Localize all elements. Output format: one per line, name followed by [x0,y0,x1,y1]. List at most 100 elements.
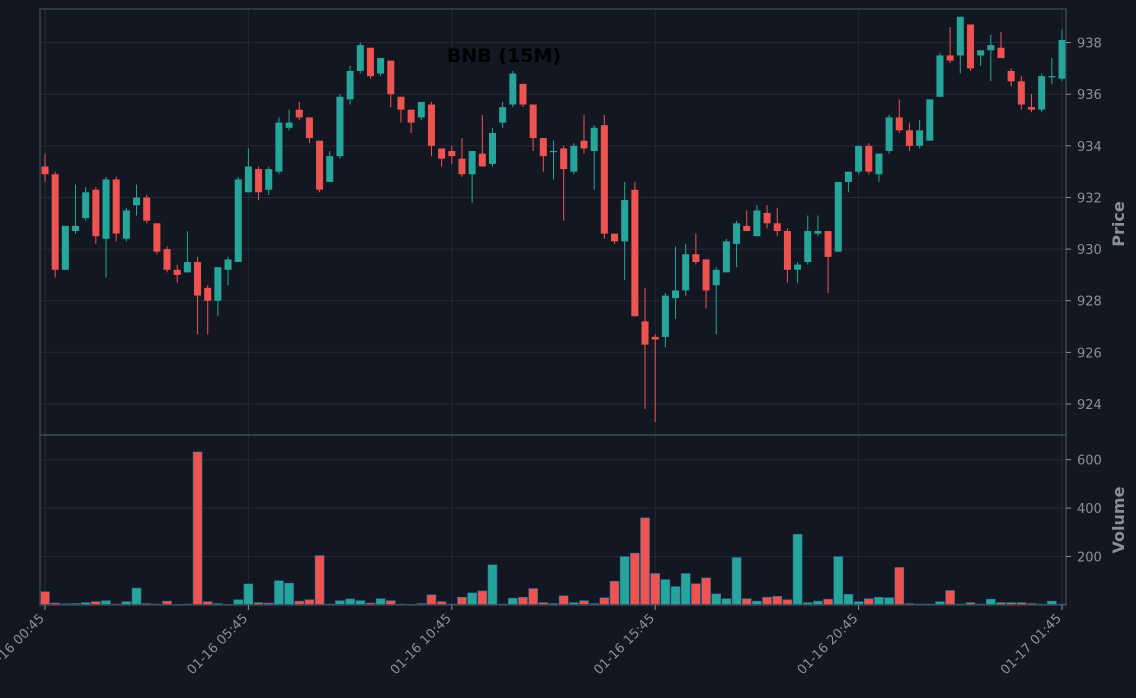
volume-bar [192,451,203,606]
candle [417,101,425,121]
volume-bar [843,594,854,606]
candle [1027,94,1035,113]
candle-body [82,192,90,219]
candle [51,171,59,278]
candle [804,215,812,265]
candle-body [905,130,913,146]
candle-body [855,145,863,172]
candle [743,210,751,232]
candle-body [478,153,486,167]
candle-body [427,104,435,146]
candle-body [519,83,527,105]
candle [72,184,80,234]
candle [468,151,476,203]
candle-body [397,96,405,110]
volume-bar [274,580,284,606]
candle [895,99,903,133]
candle-body [1027,107,1035,110]
candle [295,101,303,121]
candle [997,32,1005,59]
candle [194,256,202,335]
candle-body [783,231,791,270]
volume-bar [314,555,325,606]
candle [539,138,547,172]
candle [763,205,771,229]
candle-body [224,259,232,270]
candle-body [682,254,690,291]
candle [234,176,242,263]
volume-bar [477,590,488,606]
candle [885,114,893,154]
candle-body [722,241,730,273]
volume-bar [823,598,833,606]
candle [427,101,435,157]
candle-body [122,210,130,239]
candle [550,140,557,180]
candle [285,109,293,131]
price-axis: 924 926 928 930 932 934 936 938 [1066,37,1102,413]
volume-bar [986,598,996,606]
volume-bar [660,579,671,606]
candle [570,143,578,175]
candle [275,117,283,175]
candle-body [488,132,496,164]
volume-bar [680,573,691,606]
volume-axis-label: Volume [1109,486,1128,553]
volume-panel-border [39,434,1067,606]
candle-body [661,295,669,337]
candle-body [214,267,222,301]
candle [122,207,130,242]
candle-body [51,174,59,270]
candle [926,99,934,141]
candle-body [1048,76,1056,78]
candle-body [672,290,680,299]
candle [977,50,985,66]
candle-body [834,181,842,252]
candle [133,184,141,216]
candle-body [804,231,812,263]
candle [387,60,395,108]
candle-body [234,179,242,263]
candle [438,148,446,167]
candle-body [570,145,578,172]
candle-body [753,210,761,237]
candle [631,181,639,317]
candle [855,145,863,175]
price-candles [41,16,1066,423]
candle-body [916,130,924,146]
candle-body [336,96,344,157]
candle [956,16,964,74]
candle [916,120,924,149]
volume-bar [304,599,315,606]
candle [773,207,781,237]
candle [153,223,161,255]
candle [377,58,385,77]
candle [102,176,110,278]
price-tick-label: 926 [1077,346,1102,361]
volume-bar [741,598,752,606]
candle-body [539,138,547,157]
candle-body [92,189,100,237]
candle [936,52,944,97]
candle-body [580,140,588,149]
candle-body [560,148,568,170]
candle-body [153,223,161,252]
candle-body [509,73,517,105]
volume-bar [762,596,772,606]
candle-body [346,70,354,100]
candle [407,109,415,133]
candle [1058,29,1066,82]
candle-body [204,287,212,301]
volume-bar [874,596,884,606]
price-tick-label: 938 [1077,37,1102,52]
candle-body [244,166,252,193]
candle-body [356,45,364,71]
volume-bar [558,595,569,606]
candle-body [885,117,893,151]
volume-bar [945,590,955,606]
candle-body [1017,81,1025,105]
candle [794,262,802,283]
volume-bar [40,591,50,606]
candle [672,246,680,319]
